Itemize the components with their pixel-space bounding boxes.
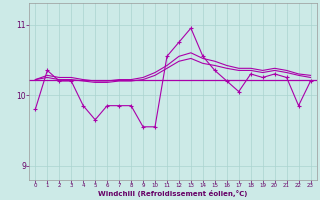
X-axis label: Windchill (Refroidissement éolien,°C): Windchill (Refroidissement éolien,°C) (98, 190, 248, 197)
